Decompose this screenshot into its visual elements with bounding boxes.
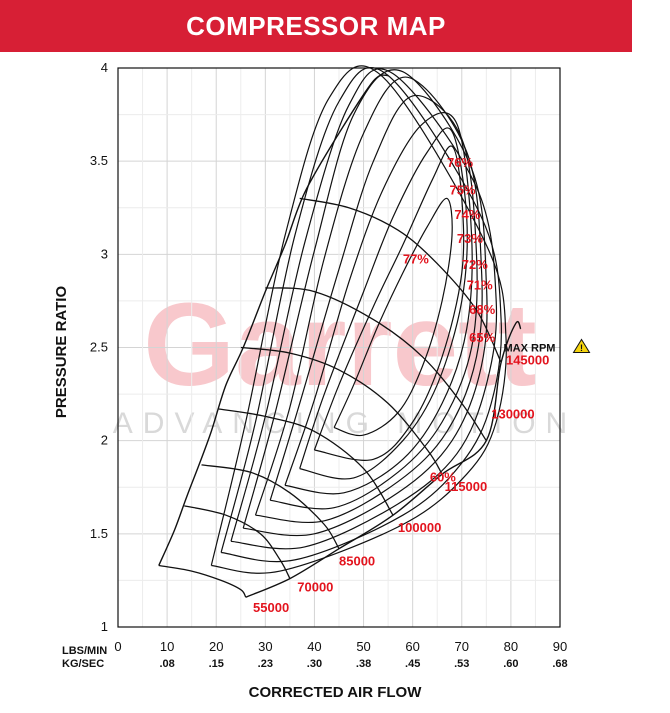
efficiency-island-72pct bbox=[254, 76, 483, 524]
efficiency-label-76pct: 76% bbox=[447, 155, 473, 170]
x-tick-label-kg-sec: .60 bbox=[503, 658, 518, 670]
efficiency-island-75pct bbox=[299, 127, 468, 480]
map-labels: 55000 70000 85000 100000 115000 130000 145000 7… bbox=[253, 155, 591, 615]
x-tick-label: 50 bbox=[356, 639, 370, 654]
speed-label-70000: 70000 bbox=[297, 580, 333, 595]
y-tick-label: 3.5 bbox=[90, 153, 108, 168]
y-axis-title: PRESSURE RATIO bbox=[53, 286, 70, 419]
speed-line-85000 bbox=[201, 464, 340, 550]
x-tick-label: 30 bbox=[258, 639, 272, 654]
speed-line-115000 bbox=[240, 346, 443, 475]
x-axis-title: CORRECTED AIR FLOW bbox=[249, 684, 423, 701]
efficiency-label-73pct: 73% bbox=[457, 231, 483, 246]
efficiency-island-60pct bbox=[210, 65, 507, 574]
speed-label-130000: 130000 bbox=[491, 406, 534, 421]
choke-line bbox=[245, 320, 522, 598]
map-curves bbox=[158, 65, 522, 598]
speed-line-130000 bbox=[265, 287, 487, 442]
efficiency-island-68pct bbox=[230, 68, 498, 550]
x-tick-label-kg-sec: .45 bbox=[405, 658, 420, 670]
efficiency-label-60pct: 60% bbox=[430, 470, 456, 485]
x-unit-kg-sec: KG/SEC bbox=[62, 658, 104, 670]
speed-line-145000 bbox=[299, 197, 502, 363]
efficiency-island-71pct bbox=[242, 69, 488, 537]
x-tick-label-kg-sec: .08 bbox=[159, 658, 174, 670]
x-tick-label-kg-sec: .15 bbox=[209, 658, 224, 670]
speed-line-70000 bbox=[184, 505, 291, 579]
x-tick-label-kg-sec: .38 bbox=[356, 658, 371, 670]
speed-line-100000 bbox=[218, 408, 394, 516]
efficiency-island-65pct bbox=[220, 66, 502, 563]
y-tick-label: 1 bbox=[101, 619, 108, 634]
warning-icon-mark: ! bbox=[580, 343, 583, 353]
watermark-brand: Garrett bbox=[143, 279, 536, 411]
y-tick-label: 4 bbox=[101, 60, 108, 75]
x-tick-label: 40 bbox=[307, 639, 321, 654]
efficiency-label-65pct: 65% bbox=[469, 330, 495, 345]
speed-label-55000: 55000 bbox=[253, 600, 289, 615]
max-rpm-label: MAX RPM bbox=[504, 343, 556, 355]
efficiency-label-77pct: 77% bbox=[403, 252, 429, 267]
efficiency-label-72pct: 72% bbox=[462, 257, 488, 272]
surge-line bbox=[158, 74, 389, 566]
x-unit-lbs-min: LBS/MIN bbox=[62, 645, 107, 657]
chart-title: COMPRESSOR MAP bbox=[186, 10, 446, 41]
x-tick-label: 70 bbox=[455, 639, 469, 654]
speed-label-115000: 115000 bbox=[445, 479, 488, 494]
x-tick-label: 20 bbox=[209, 639, 223, 654]
x-tick-label: 80 bbox=[504, 639, 518, 654]
efficiency-label-71pct: 71% bbox=[467, 278, 493, 293]
efficiency-label-74pct: 74% bbox=[454, 207, 480, 222]
warning-icon bbox=[572, 338, 591, 353]
speed-label-85000: 85000 bbox=[339, 554, 375, 569]
efficiency-island-73pct bbox=[269, 94, 478, 510]
x-tick-label-kg-sec: .68 bbox=[552, 658, 567, 670]
speed-label-100000: 100000 bbox=[398, 520, 441, 535]
x-tick-label-kg-sec: .30 bbox=[307, 658, 322, 670]
x-tick-label-kg-sec: .53 bbox=[454, 658, 469, 670]
y-tick-label: 1.5 bbox=[90, 526, 108, 541]
y-tick-label: 2.5 bbox=[90, 340, 108, 355]
efficiency-label-75pct: 75% bbox=[450, 183, 476, 198]
efficiency-label-68pct: 68% bbox=[469, 302, 495, 317]
speed-label-145000: 145000 bbox=[506, 352, 549, 367]
x-tick-label: 0 bbox=[114, 639, 121, 654]
axis-ticks: 11.522.533.540 10.0820.1530.2340.3050.386… bbox=[90, 60, 568, 670]
efficiency-island-76pct bbox=[313, 145, 465, 461]
x-tick-label: 90 bbox=[553, 639, 567, 654]
y-tick-label: 3 bbox=[101, 246, 108, 261]
chart-title-banner: COMPRESSOR MAP bbox=[0, 0, 632, 52]
plot-frame bbox=[117, 67, 561, 628]
x-tick-label: 60 bbox=[405, 639, 419, 654]
speed-line-55000 bbox=[158, 564, 247, 598]
x-tick-label-kg-sec: .23 bbox=[258, 658, 273, 670]
y-tick-label: 2 bbox=[101, 433, 108, 448]
x-tick-label: 10 bbox=[160, 639, 174, 654]
